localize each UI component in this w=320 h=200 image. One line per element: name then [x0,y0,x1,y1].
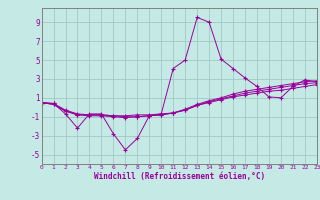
X-axis label: Windchill (Refroidissement éolien,°C): Windchill (Refroidissement éolien,°C) [94,172,265,181]
